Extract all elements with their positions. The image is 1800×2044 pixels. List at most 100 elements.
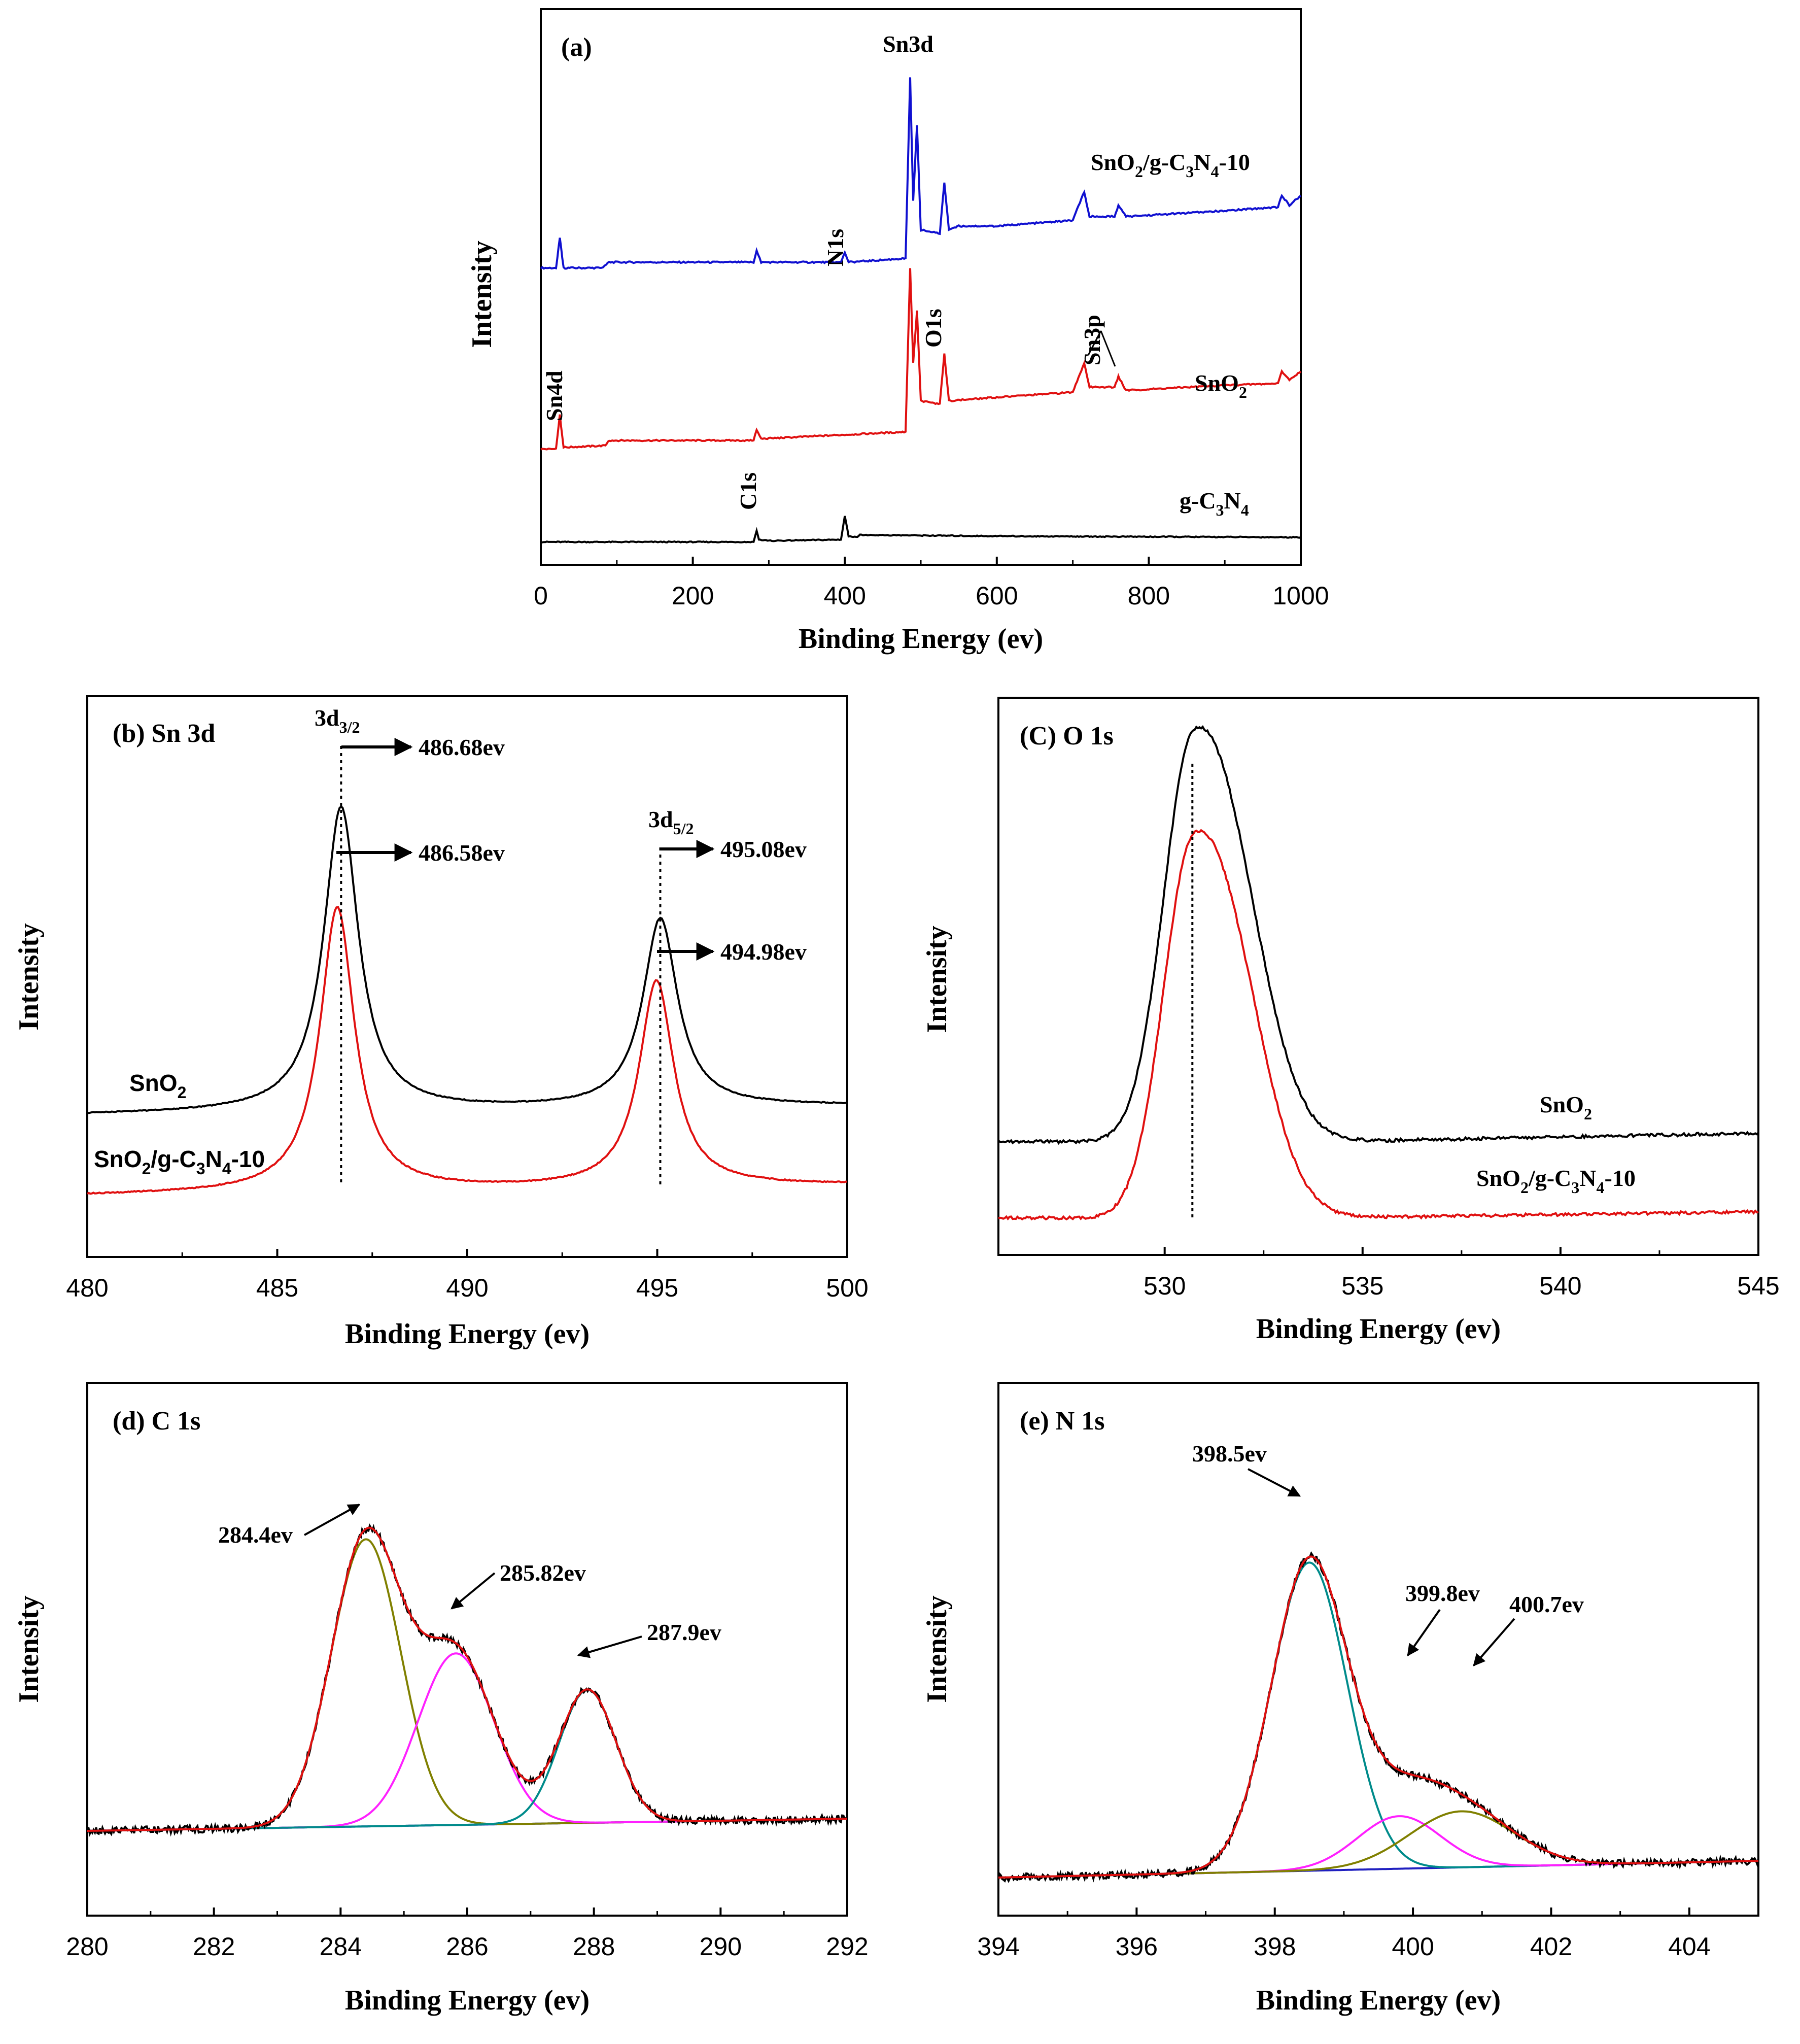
x-tick-label: 394 [977, 1932, 1019, 1961]
panel-e-x-ticks: 394 396 398 400 402 404 [977, 1907, 1711, 1961]
panel-b-label: (b) Sn 3d [113, 719, 215, 748]
survey-series-1 [540, 268, 1302, 451]
fit-component-1 [87, 1652, 847, 1832]
legend-c-composite: SnO2/g-C3N4-10 [1476, 1165, 1636, 1197]
raw-data-line [997, 1551, 1759, 1883]
peak-label-400-7: 400.7ev [1509, 1591, 1584, 1617]
x-tick-label: 490 [446, 1274, 488, 1302]
panel-b-x-axis-label: Binding Energy (ev) [345, 1318, 590, 1350]
panel-d: 280 282 284 286 288 290 292 (d) C 1s Binding E… [13, 1382, 869, 2016]
x-tick-label: 0 [534, 582, 548, 610]
panel-e-y-axis-label: Intensity [921, 1595, 953, 1703]
label-sn4d: Sn4d [541, 370, 567, 421]
label-o1s: O1s [920, 309, 946, 348]
panel-c-frame [997, 697, 1759, 1256]
x-tick-label: 480 [66, 1274, 108, 1302]
panel-d-y-axis-label: Intensity [13, 1595, 45, 1703]
panel-d-frame [86, 1382, 848, 1917]
sn3d-series-1 [87, 906, 847, 1195]
label-sn3d: Sn3d [883, 31, 933, 57]
fit-component-2 [998, 1810, 1759, 1879]
panel-d-plot-area [87, 1523, 848, 1837]
fit-component-2 [87, 1688, 847, 1832]
peak-label-494-98: 494.98ev [720, 939, 807, 965]
fit-envelope [87, 1526, 847, 1832]
fit-envelope [998, 1555, 1759, 1879]
peak-label-495-08: 495.08ev [720, 836, 807, 862]
panel-c: 530 535 540 545 (C) O 1s Binding Energy (ev… [921, 697, 1780, 1345]
panel-e: 394 396 398 400 402 404 (e) N 1s Binding Ener… [921, 1382, 1759, 2016]
x-tick-label: 485 [256, 1274, 298, 1302]
panel-a-label: (a) [561, 33, 592, 62]
fit-component-0 [998, 1561, 1759, 1879]
panel-c-y-axis-label: Intensity [921, 926, 953, 1033]
peak-label-486-58: 486.58ev [419, 840, 505, 866]
panel-a-plot-area [540, 77, 1302, 544]
panel-c-x-axis-label: Binding Energy (ev) [1256, 1313, 1501, 1345]
sn3d-series-0 [87, 805, 848, 1114]
peak-label-486-68: 486.68ev [419, 734, 505, 760]
x-tick-label: 200 [672, 582, 714, 610]
sn3p-leader-left [1087, 330, 1102, 356]
x-tick-label: 1000 [1272, 582, 1329, 610]
arrow-284-4 [304, 1504, 361, 1536]
x-tick-label: 495 [636, 1274, 678, 1302]
label-sn3p: Sn3p [1079, 315, 1105, 365]
panel-e-frame [997, 1382, 1759, 1917]
panel-a: 0 200 400 600 800 1000 (a) Binding Energy (ev… [466, 8, 1329, 655]
x-tick-label: 402 [1530, 1932, 1572, 1961]
panel-d-x-axis-label: Binding Energy (ev) [345, 1985, 590, 2016]
legend-sno2-gc3n4: SnO2/g-C3N4-10 [1091, 149, 1250, 181]
arrow-285-82 [451, 1572, 496, 1610]
o1s-series-1 [998, 829, 1759, 1221]
panel-a-frame [540, 8, 1302, 566]
arrow-398-5 [1248, 1468, 1301, 1497]
x-tick-label: 535 [1341, 1272, 1383, 1300]
panel-b-y-axis-label: Intensity [13, 923, 45, 1031]
panel-b-plot-area [87, 746, 848, 1195]
arrow-287-9 [577, 1636, 642, 1658]
panel-a-y-axis-label: Intensity [466, 241, 498, 348]
x-tick-label: 800 [1128, 582, 1170, 610]
x-tick-label: 545 [1737, 1272, 1779, 1300]
sn3p-leader-right [1100, 330, 1116, 367]
peak-label-398-5: 398.5ev [1192, 1441, 1267, 1467]
x-tick-label: 530 [1144, 1272, 1186, 1300]
x-tick-label: 400 [823, 582, 866, 610]
x-tick-label: 540 [1539, 1272, 1581, 1300]
panel-c-plot-area [997, 725, 1759, 1221]
x-tick-label: 282 [193, 1932, 235, 1961]
peak-label-285-82: 285.82ev [500, 1560, 586, 1586]
panel-b-x-ticks: 480 485 490 495 500 [66, 1249, 869, 1302]
x-tick-label: 500 [826, 1274, 868, 1302]
label-n1s: N1s [822, 229, 848, 266]
x-tick-label: 284 [320, 1932, 362, 1961]
peak-label-284-4: 284.4ev [218, 1522, 293, 1548]
panel-b: 480 485 490 495 500 (b) Sn 3d Binding Energy… [13, 695, 869, 1350]
legend-sno2: SnO2 [1195, 370, 1247, 401]
x-tick-label: 600 [976, 582, 1018, 610]
legend-gc3n4: g-C3N4 [1180, 488, 1249, 519]
x-tick-label: 280 [66, 1932, 108, 1961]
panel-d-x-ticks: 280 282 284 286 288 290 292 [66, 1907, 869, 1961]
legend-b-composite: SnO2/g-C3N4-10 [94, 1146, 265, 1178]
panel-c-label: (C) O 1s [1020, 722, 1114, 751]
peak-label-287-9: 287.9ev [647, 1619, 721, 1645]
panel-d-label: (d) C 1s [113, 1407, 200, 1436]
label-3d52: 3d5/2 [648, 806, 694, 838]
legend-b-sno2: SnO2 [129, 1070, 186, 1102]
x-tick-label: 288 [573, 1932, 615, 1961]
panel-a-x-axis-label: Binding Energy (ev) [799, 623, 1043, 655]
peak-label-399-8: 399.8ev [1405, 1580, 1480, 1606]
panel-e-x-axis-label: Binding Energy (ev) [1256, 1985, 1501, 2016]
fit-component-0 [87, 1538, 847, 1832]
panel-e-plot-area [997, 1551, 1759, 1883]
x-tick-label: 286 [446, 1932, 488, 1961]
legend-c-sno2: SnO2 [1540, 1092, 1592, 1123]
arrow-400-7 [1473, 1618, 1515, 1666]
panel-a-x-ticks: 0 200 400 600 800 1000 [534, 557, 1329, 610]
x-tick-label: 292 [826, 1932, 868, 1961]
label-3d32: 3d3/2 [315, 705, 360, 736]
label-c1s: C1s [735, 472, 761, 510]
survey-series-2 [540, 516, 1301, 544]
